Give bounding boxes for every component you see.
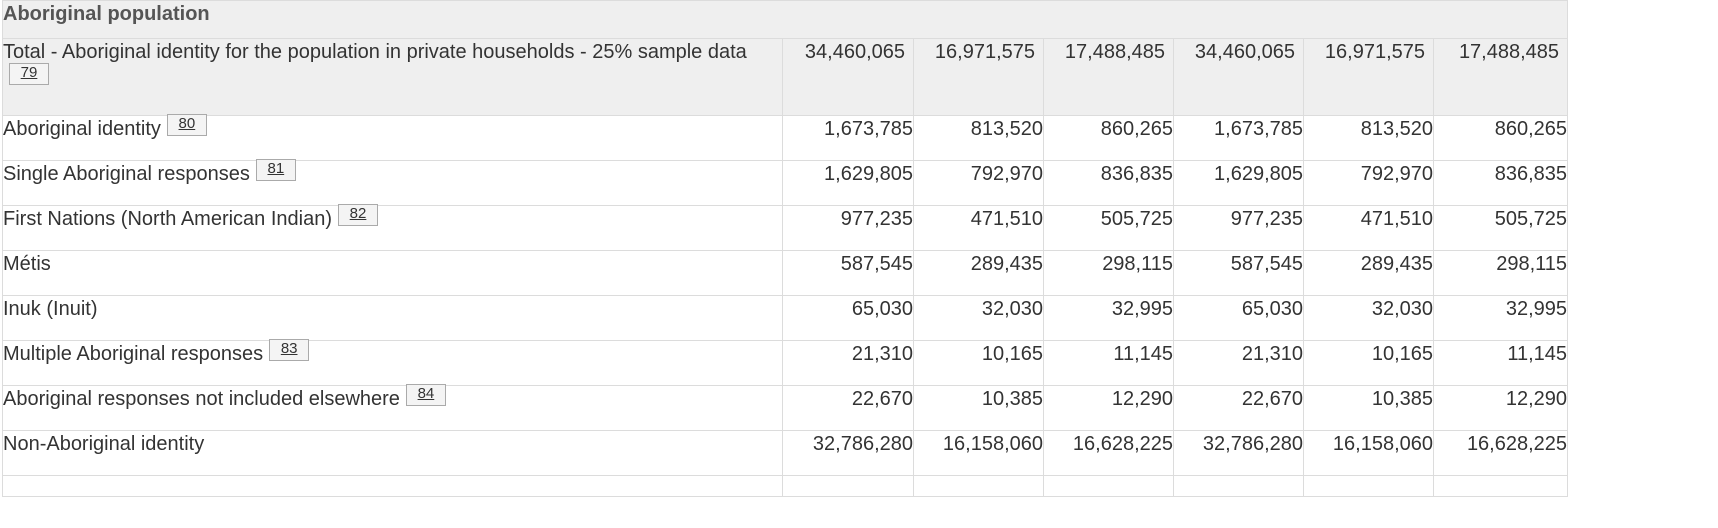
table-row: Aboriginal responses not included elsewh… bbox=[2, 384, 1569, 431]
value-cell: 32,786,280 bbox=[782, 430, 914, 476]
value-cell: 587,545 bbox=[1173, 250, 1304, 296]
row-label-cell: Inuk (Inuit) bbox=[2, 295, 783, 341]
value-cell: 813,520 bbox=[913, 115, 1044, 161]
row-label-cell: Non-Aboriginal identity bbox=[2, 430, 783, 476]
value-cell: 10,165 bbox=[1303, 340, 1434, 386]
value-cell: 10,385 bbox=[1303, 385, 1434, 431]
section-title: Aboriginal population bbox=[1, 0, 1569, 39]
row-label-cell: Aboriginal responses not included elsewh… bbox=[2, 384, 783, 431]
value-cell: 10,385 bbox=[913, 385, 1044, 431]
value-cell: 17,488,485 bbox=[1043, 38, 1174, 116]
value-cell: 17,488,485 bbox=[1432, 38, 1569, 116]
value-cell: 32,030 bbox=[913, 295, 1044, 341]
row-label: Aboriginal responses not included elsewh… bbox=[3, 388, 400, 410]
row-label: Aboriginal identity bbox=[3, 118, 161, 140]
empty-cell bbox=[782, 475, 914, 497]
row-label-cell: Aboriginal identity 80 bbox=[2, 114, 783, 161]
value-cell: 32,995 bbox=[1432, 295, 1569, 341]
table-row: Inuk (Inuit) 65,030 32,030 32,995 65,030… bbox=[2, 295, 1569, 341]
table-row: First Nations (North American Indian) 82 … bbox=[2, 204, 1569, 251]
value-cell: 16,158,060 bbox=[1303, 430, 1434, 476]
value-cell: 65,030 bbox=[782, 295, 914, 341]
value-cell: 505,725 bbox=[1043, 205, 1174, 251]
aboriginal-population-table: Aboriginal population Total - Aboriginal… bbox=[1, 0, 1569, 497]
table-row: Aboriginal identity 80 1,673,785 813,520 … bbox=[2, 114, 1569, 161]
value-cell: 16,158,060 bbox=[913, 430, 1044, 476]
row-label: Single Aboriginal responses bbox=[3, 163, 250, 185]
value-cell: 16,971,575 bbox=[1303, 38, 1434, 116]
empty-cell bbox=[913, 475, 1044, 497]
value-cell: 21,310 bbox=[782, 340, 914, 386]
footnote-link[interactable]: 83 bbox=[269, 339, 310, 361]
footnote-link[interactable]: 80 bbox=[166, 114, 207, 136]
footnote-link[interactable]: 81 bbox=[255, 159, 296, 181]
value-cell: 22,670 bbox=[782, 385, 914, 431]
value-cell: 1,629,805 bbox=[782, 160, 914, 206]
value-cell: 11,145 bbox=[1432, 340, 1569, 386]
value-cell: 792,970 bbox=[1303, 160, 1434, 206]
value-cell: 471,510 bbox=[913, 205, 1044, 251]
section-header-row: Aboriginal population bbox=[1, 0, 1569, 39]
value-cell: 22,670 bbox=[1173, 385, 1304, 431]
table-row: Multiple Aboriginal responses 83 21,310 1… bbox=[2, 339, 1569, 386]
empty-cell bbox=[1303, 475, 1434, 497]
value-cell: 836,835 bbox=[1432, 160, 1569, 206]
value-cell: 65,030 bbox=[1173, 295, 1304, 341]
row-label-cell: Métis bbox=[2, 250, 783, 296]
table-row-partial bbox=[2, 475, 1569, 497]
value-cell: 298,115 bbox=[1432, 250, 1569, 296]
value-cell: 505,725 bbox=[1432, 205, 1569, 251]
value-cell: 471,510 bbox=[1303, 205, 1434, 251]
value-cell: 12,290 bbox=[1432, 385, 1569, 431]
value-cell: 10,165 bbox=[913, 340, 1044, 386]
value-cell: 21,310 bbox=[1173, 340, 1304, 386]
value-cell: 16,628,225 bbox=[1043, 430, 1174, 476]
footnote-link[interactable]: 79 bbox=[9, 63, 49, 85]
row-label: Métis bbox=[3, 253, 51, 275]
footnote-link[interactable]: 82 bbox=[338, 204, 379, 226]
value-cell: 12,290 bbox=[1043, 385, 1174, 431]
empty-cell bbox=[1043, 475, 1174, 497]
row-label-cell: First Nations (North American Indian) 82 bbox=[2, 204, 783, 251]
value-cell: 836,835 bbox=[1043, 160, 1174, 206]
row-label: Total - Aboriginal identity for the popu… bbox=[3, 41, 747, 63]
empty-cell bbox=[1173, 475, 1304, 497]
value-cell: 860,265 bbox=[1043, 115, 1174, 161]
value-cell: 977,235 bbox=[782, 205, 914, 251]
value-cell: 32,030 bbox=[1303, 295, 1434, 341]
value-cell: 16,971,575 bbox=[913, 38, 1044, 116]
row-label: First Nations (North American Indian) bbox=[3, 208, 333, 230]
value-cell: 1,629,805 bbox=[1173, 160, 1304, 206]
value-cell: 813,520 bbox=[1303, 115, 1434, 161]
row-label: Multiple Aboriginal responses bbox=[3, 343, 264, 365]
footnote-link[interactable]: 84 bbox=[405, 384, 446, 406]
table-row: Métis 587,545 289,435 298,115 587,545 28… bbox=[2, 250, 1569, 296]
value-cell: 1,673,785 bbox=[1173, 115, 1304, 161]
table-row: Non-Aboriginal identity 32,786,280 16,15… bbox=[2, 430, 1569, 476]
value-cell: 32,786,280 bbox=[1173, 430, 1304, 476]
value-cell: 34,460,065 bbox=[1173, 38, 1304, 116]
value-cell: 16,628,225 bbox=[1432, 430, 1569, 476]
empty-cell bbox=[2, 475, 783, 497]
table-row: Single Aboriginal responses 81 1,629,805 … bbox=[2, 159, 1569, 206]
value-cell: 587,545 bbox=[782, 250, 914, 296]
row-label-cell: Total - Aboriginal identity for the popu… bbox=[2, 38, 783, 116]
value-cell: 34,460,065 bbox=[782, 38, 914, 116]
value-cell: 298,115 bbox=[1043, 250, 1174, 296]
value-cell: 11,145 bbox=[1043, 340, 1174, 386]
value-cell: 1,673,785 bbox=[782, 115, 914, 161]
table-row: Total - Aboriginal identity for the popu… bbox=[2, 38, 1569, 116]
row-label: Inuk (Inuit) bbox=[3, 298, 98, 320]
value-cell: 792,970 bbox=[913, 160, 1044, 206]
value-cell: 32,995 bbox=[1043, 295, 1174, 341]
value-cell: 289,435 bbox=[1303, 250, 1434, 296]
row-label: Non-Aboriginal identity bbox=[3, 433, 205, 455]
row-label-cell: Multiple Aboriginal responses 83 bbox=[2, 339, 783, 386]
value-cell: 860,265 bbox=[1432, 115, 1569, 161]
value-cell: 289,435 bbox=[913, 250, 1044, 296]
empty-cell bbox=[1432, 475, 1569, 497]
row-label-cell: Single Aboriginal responses 81 bbox=[2, 159, 783, 206]
value-cell: 977,235 bbox=[1173, 205, 1304, 251]
